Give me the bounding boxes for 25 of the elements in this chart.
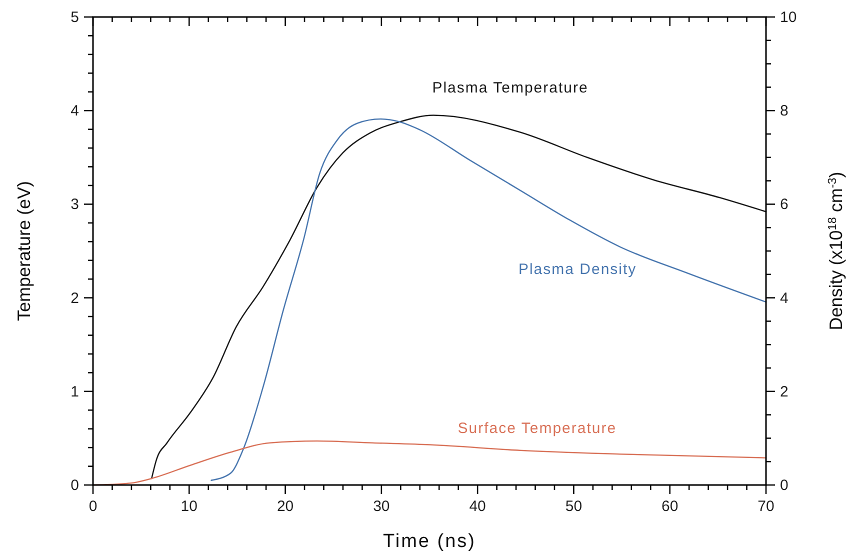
- x-axis-title: Time (ns): [382, 531, 476, 552]
- x-tick-label: 30: [373, 498, 390, 515]
- x-tick-label: 60: [662, 498, 678, 515]
- series-label: Surface Temperature: [458, 420, 617, 438]
- series-label: Plasma Density: [518, 261, 637, 278]
- x-tick-label: 70: [758, 498, 774, 515]
- y-tick-label: 5: [70, 9, 79, 26]
- x-tick-label: 50: [565, 498, 582, 515]
- x-tick-label: 0: [88, 498, 98, 515]
- y2-tick-label: 6: [780, 196, 788, 214]
- y2-tick-label: 8: [780, 102, 788, 120]
- y-tick-label: 2: [70, 290, 79, 307]
- x-tick-label: 20: [276, 498, 294, 515]
- y-tick-label: 3: [70, 196, 79, 214]
- x-tick-label: 40: [469, 498, 486, 515]
- y2-tick-label: 2: [780, 383, 788, 400]
- y-axis-title: Temperature (eV): [14, 180, 34, 322]
- y-tick-label: 4: [70, 102, 79, 120]
- y2-tick-label: 0: [780, 477, 788, 494]
- y2-tick-label: 10: [780, 9, 797, 26]
- x-tick-label: 10: [180, 498, 198, 515]
- y-tick-label: 0: [70, 477, 79, 494]
- series-label: Plasma Temperature: [432, 79, 588, 96]
- y2-tick-label: 4: [780, 290, 788, 307]
- y-tick-label: 1: [70, 383, 79, 400]
